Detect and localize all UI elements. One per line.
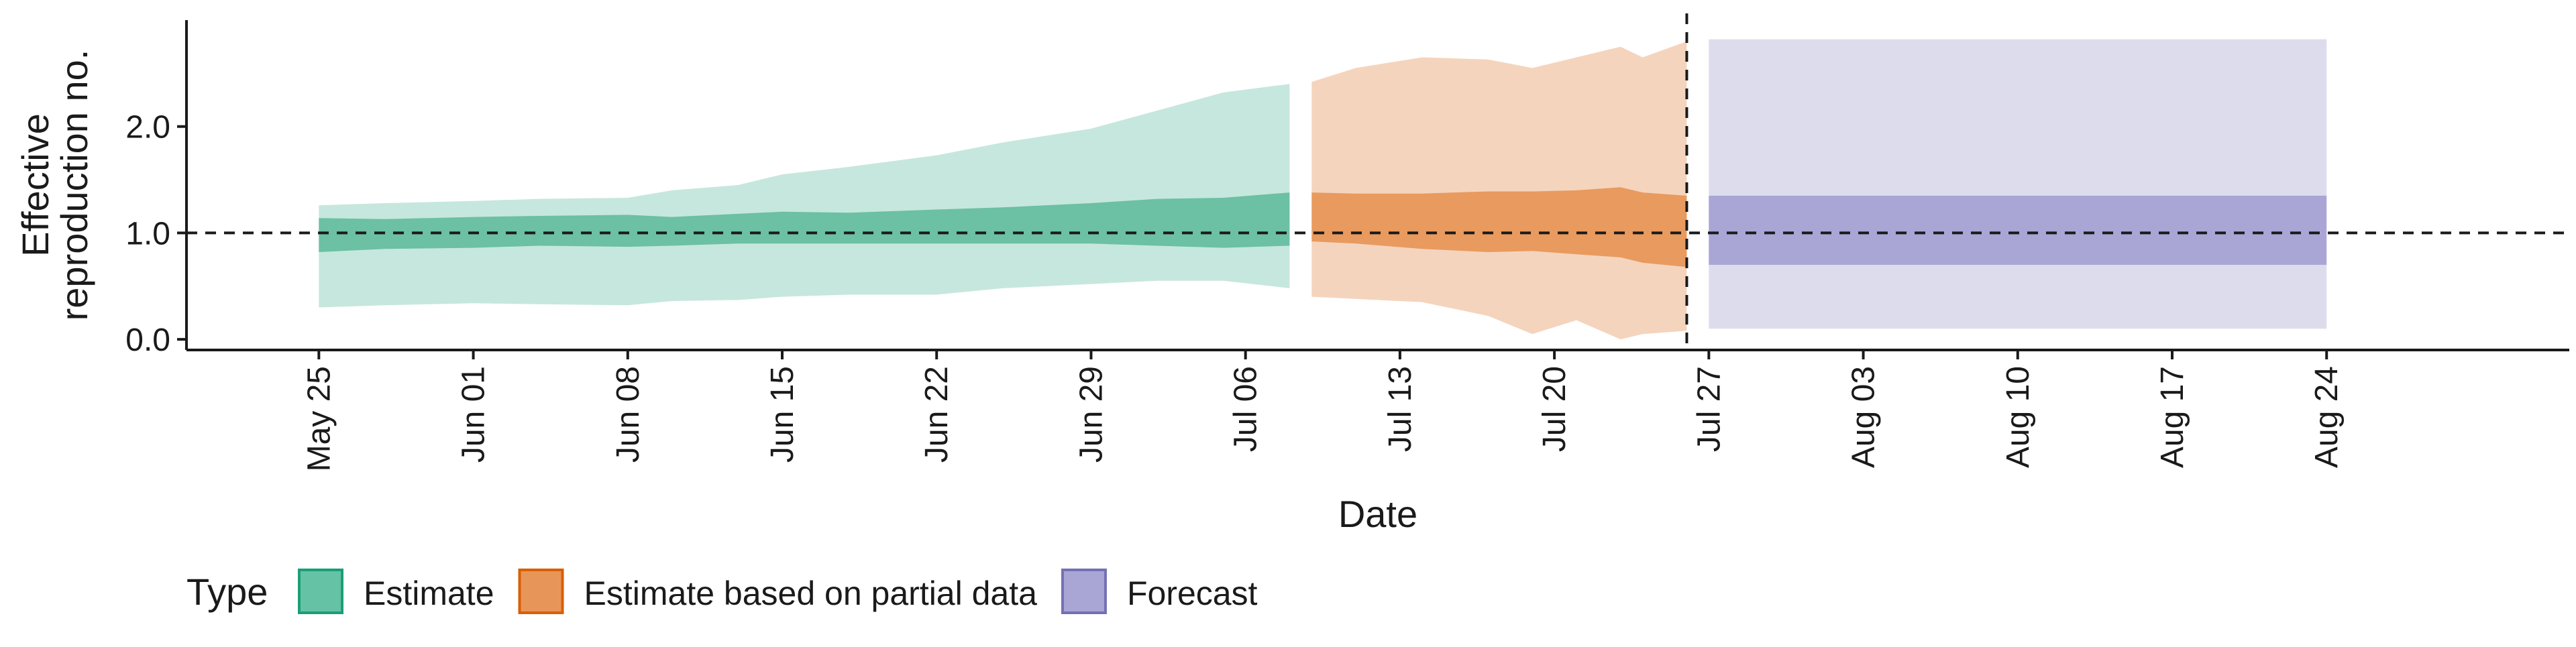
band-50-estimate	[319, 192, 1290, 252]
x-tick-label: Jul 27	[1691, 366, 1727, 452]
x-tick-label: Jun 22	[919, 366, 955, 463]
x-tick-label: Jun 29	[1073, 366, 1109, 463]
legend-title: Type	[186, 571, 268, 613]
legend-swatch-estimate	[298, 569, 343, 614]
x-tick-label: Aug 24	[2309, 366, 2345, 468]
y-axis-title-line: reproduction no.	[53, 50, 95, 321]
x-tick-label: Jun 01	[456, 366, 492, 463]
x-tick-label: Aug 17	[2155, 366, 2190, 468]
band-90-forecast	[1709, 39, 2327, 329]
x-tick-label: Jun 15	[765, 366, 800, 463]
x-tick-label: Aug 10	[2000, 366, 2036, 468]
x-axis-title: Date	[1338, 493, 1417, 535]
x-tick-label: Jul 06	[1228, 366, 1264, 452]
band-50-forecast	[1709, 195, 2327, 265]
x-tick-label: May 25	[301, 366, 337, 471]
y-tick-label: 0.0	[125, 322, 170, 358]
legend-swatch-estimate-based-on-partial-data	[518, 569, 564, 614]
reference-lines	[186, 13, 2569, 350]
legend-label-estimate-based-on-partial-data: Estimate based on partial data	[584, 575, 1038, 612]
y-axis-title-line: Effective	[14, 113, 56, 257]
x-tick-label: Aug 03	[1846, 366, 1882, 468]
legend-swatch-forecast	[1061, 569, 1107, 614]
band-90-estimate-based-on-partial-data	[1311, 41, 1687, 340]
y-tick-label: 2.0	[125, 110, 170, 145]
axes: 0.0 1.0 2.0 May 25 Jun 01 Jun 08 Jun 15 Jun 22 J…	[14, 20, 2569, 535]
ribbon-layer	[319, 39, 2327, 340]
y-tick-label: 1.0	[125, 216, 170, 251]
x-tick-label: Jul 13	[1383, 366, 1418, 452]
x-tick-label: Jun 08	[610, 366, 646, 463]
legend-label-forecast: Forecast	[1127, 575, 1258, 612]
band-90-estimate	[319, 84, 1290, 308]
x-tick-label: Jul 20	[1537, 366, 1572, 452]
y-axis-title: Effectivereproduction no.	[14, 50, 95, 321]
legend-label-estimate: Estimate	[364, 575, 494, 612]
legend: Type Estimate Estimate based on partial da…	[186, 569, 1258, 614]
band-50-estimate-based-on-partial-data	[1311, 187, 1687, 268]
